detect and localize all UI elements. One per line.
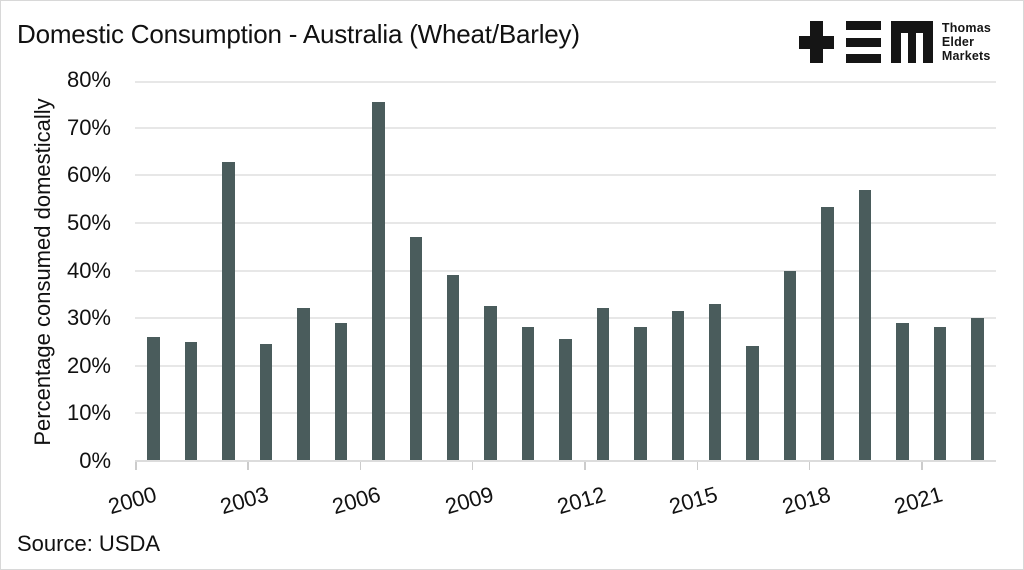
bar-2010 (521, 327, 535, 460)
bar-2017 (783, 270, 797, 460)
x-tick-label-2015: 2015 (666, 481, 721, 520)
x-tick-mark-2006 (359, 462, 362, 470)
x-tick-label-2003: 2003 (217, 481, 272, 520)
y-tick-label-60: 60% (66, 162, 111, 188)
gridline-0 (135, 460, 996, 462)
bar-2012 (596, 308, 610, 460)
bar-2011 (559, 339, 572, 460)
bar-2015 (708, 303, 722, 460)
bar-2002 (222, 161, 235, 460)
plot-area: 2000 2003 2006 2009 2012 2015 2018 2021 (105, 81, 996, 519)
logo-equals-icon (845, 21, 881, 63)
bar-2013 (634, 327, 647, 460)
bar-2014 (671, 310, 685, 460)
logo-word-thomas: Thomas (941, 21, 991, 35)
x-tick-mark-2009 (471, 462, 474, 470)
x-tick-mark-2012 (584, 462, 586, 470)
logo-word-elder: Elder (941, 35, 975, 49)
bar-2000 (147, 336, 160, 460)
gridline-40 (135, 269, 996, 272)
y-tick-label-0: 0% (79, 448, 111, 473)
x-tick-mark-2015 (696, 462, 699, 470)
tem-logo: Thomas Elder Markets (798, 21, 991, 63)
y-tick-label-80: 80% (66, 67, 111, 92)
x-tick-label-2018: 2018 (778, 481, 833, 520)
bar-2019 (858, 189, 872, 460)
bar-2020 (896, 322, 909, 460)
x-tick-label-2006: 2006 (329, 481, 384, 520)
y-tick-labels: 0% 10% 20% 30% 40% 50% 60% 70% 80% (1, 67, 111, 473)
chart-title: Domestic Consumption - Australia (Wheat/… (17, 19, 580, 49)
x-tick-mark-2000 (135, 462, 137, 470)
bar-2003 (259, 343, 273, 460)
y-tick-label-30: 30% (66, 305, 111, 331)
gridline-50 (135, 221, 996, 224)
bar-2009 (484, 306, 497, 460)
bar-2006 (372, 102, 385, 460)
bar-2018 (821, 206, 834, 460)
logo-m-icon (890, 21, 933, 63)
bar-2008 (446, 275, 460, 460)
x-tick-mark-2003 (247, 462, 249, 470)
logo-wordmark: Thomas Elder Markets (942, 21, 991, 63)
bar-2007 (409, 237, 422, 460)
source-note: Source: USDA (17, 531, 161, 556)
logo-plus-icon (798, 21, 834, 63)
gridline-30 (135, 317, 996, 320)
bar-2016 (746, 346, 759, 460)
x-tick-label-2012: 2012 (554, 481, 609, 520)
y-tick-label-40: 40% (66, 257, 111, 283)
x-tick-label-2021: 2021 (891, 481, 946, 520)
y-tick-label-10: 10% (66, 400, 111, 426)
gridline-60 (135, 174, 996, 177)
y-tick-label-50: 50% (66, 209, 111, 235)
bar-2004 (297, 308, 310, 460)
bar-2005 (334, 322, 348, 460)
gridline-80 (135, 81, 996, 83)
x-tick-label-2009: 2009 (441, 481, 496, 520)
y-tick-label-20: 20% (66, 352, 111, 378)
logo-word-markets: Markets (941, 49, 991, 63)
bar-2022 (971, 317, 984, 460)
bar-2001 (184, 341, 198, 460)
bar-2021 (933, 327, 947, 460)
x-tick-mark-2018 (808, 462, 811, 470)
gridline-70 (135, 126, 996, 129)
x-tick-mark-2021 (921, 462, 923, 470)
y-tick-label-70: 70% (66, 114, 111, 140)
